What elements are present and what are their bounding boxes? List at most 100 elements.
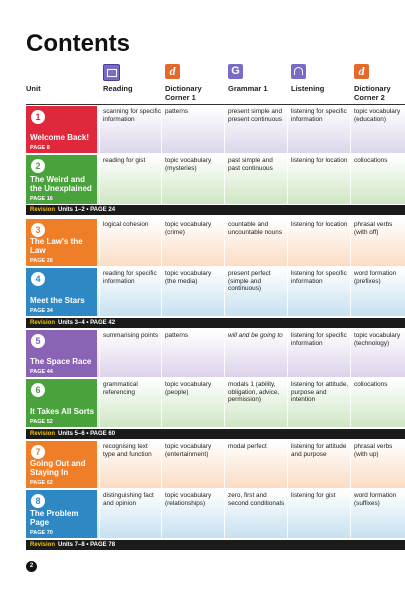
column-divider (287, 330, 288, 377)
cell-dict1: topic vocabulary (the media) (165, 270, 212, 285)
column-divider (161, 219, 162, 266)
column-divider (350, 441, 351, 488)
column-divider (161, 106, 162, 153)
cell-dict2: phrasal verbs (with up) (354, 443, 393, 458)
header-dictionary-corner-2: Dictionary Corner 2 (354, 84, 391, 102)
dictionary-d-icon: d (165, 64, 180, 79)
revision-text: Units 1–2 • PAGE 24 (58, 207, 116, 213)
header-reading: Reading (103, 84, 133, 93)
header-dictionary-corner-1: Dictionary Corner 1 (165, 84, 202, 102)
unit-title: The Problem Page (30, 509, 79, 527)
cell-listening: listening for specific information (291, 270, 347, 285)
cell-listening: listening for attitude and purpose (291, 443, 347, 458)
revision-text: Units 5–6 • PAGE 60 (58, 431, 116, 437)
unit-row: 2 The Weird and the Unexplained PAGE 16 rea… (26, 155, 405, 204)
cell-dict1: topic vocabulary (crime) (165, 221, 212, 236)
unit-page: PAGE 52 (30, 419, 53, 425)
cell-dict1: topic vocabulary (relationships) (165, 492, 212, 507)
cell-grammar: zero, first and second conditionals (228, 492, 285, 507)
unit-number: 2 (31, 159, 45, 173)
cell-grammar: will and be going to (228, 332, 283, 339)
column-divider (224, 219, 225, 266)
column-divider (350, 490, 351, 538)
revision-text: Units 7–8 • PAGE 78 (58, 542, 116, 548)
cell-dict2: collocations (354, 157, 388, 164)
column-divider (224, 155, 225, 204)
unit-number: 6 (31, 383, 45, 397)
column-divider (161, 490, 162, 538)
revision-label: Revision (30, 542, 56, 548)
cell-dict2: phrasal verbs (with off) (354, 221, 393, 236)
cell-dict2: word formation (suffixes) (354, 492, 397, 507)
cell-reading: recognising text type and function (103, 443, 152, 458)
unit-title-block[interactable]: 5 The Space Race PAGE 44 (26, 330, 97, 377)
unit-page: PAGE 62 (30, 480, 53, 486)
header-unit: Unit (26, 84, 41, 93)
cell-grammar: past simple and past continuous (228, 157, 273, 172)
unit-title: The Weird and the Unexplained (30, 175, 92, 193)
header-divider (26, 104, 405, 105)
cell-reading: distinguishing fact and opinion (103, 492, 154, 507)
column-divider (161, 379, 162, 427)
revision-label: Revision (30, 320, 56, 326)
unit-title-block[interactable]: 6 It Takes All Sorts PAGE 52 (26, 379, 97, 427)
cell-listening: listening for gist (291, 492, 336, 499)
unit-title-block[interactable]: 2 The Weird and the Unexplained PAGE 16 (26, 155, 97, 204)
unit-page: PAGE 8 (30, 145, 50, 151)
unit-number: 5 (31, 334, 45, 348)
unit-title: Going Out and Staying In (30, 459, 86, 477)
unit-title: It Takes All Sorts (30, 407, 95, 416)
unit-title-block[interactable]: 7 Going Out and Staying In PAGE 62 (26, 441, 97, 488)
revision-bar[interactable]: Revision Units 7–8 • PAGE 78 (26, 540, 405, 550)
unit-title-block[interactable]: 3 The Law's the Law PAGE 26 (26, 219, 97, 266)
revision-bar[interactable]: Revision Units 3–4 • PAGE 42 (26, 318, 405, 328)
column-divider (287, 106, 288, 153)
revision-bar[interactable]: Revision Units 5–6 • PAGE 60 (26, 429, 405, 439)
cell-grammar: countable and uncountable nouns (228, 221, 283, 236)
unit-title: The Space Race (30, 357, 92, 366)
unit-title: Meet the Stars (30, 296, 85, 305)
column-divider (161, 441, 162, 488)
column-divider (350, 379, 351, 427)
cell-listening: listening for specific information (291, 108, 347, 123)
cell-dict2: topic vocabulary (education) (354, 108, 401, 123)
revision-label: Revision (30, 207, 56, 213)
column-divider (287, 441, 288, 488)
unit-page: PAGE 26 (30, 258, 53, 264)
page-number: 2 (26, 561, 37, 572)
cell-reading: summarising points (103, 332, 159, 339)
unit-number: 8 (31, 494, 45, 508)
column-divider (99, 106, 100, 153)
unit-row: 3 The Law's the Law PAGE 26 logical cohesio… (26, 219, 405, 266)
unit-title: Welcome Back! (30, 133, 89, 142)
column-divider (224, 106, 225, 153)
unit-row: 1 Welcome Back! PAGE 8 scanning for specifi… (26, 106, 405, 153)
revision-bar[interactable]: Revision Units 1–2 • PAGE 24 (26, 205, 405, 215)
unit-title-block[interactable]: 4 Meet the Stars PAGE 34 (26, 268, 97, 316)
cell-listening: listening for location (291, 221, 348, 228)
unit-number: 1 (31, 110, 45, 124)
column-divider (161, 330, 162, 377)
column-divider (350, 106, 351, 153)
unit-page: PAGE 16 (30, 196, 53, 202)
column-divider (99, 379, 100, 427)
cell-listening: listening for specific information (291, 332, 347, 347)
page-title: Contents (26, 30, 130, 57)
cell-grammar: modals 1 (ability, obligation, advice, p… (228, 381, 280, 404)
unit-row: 6 It Takes All Sorts PAGE 52 grammatical re… (26, 379, 405, 427)
header-listening: Listening (291, 84, 325, 93)
column-divider (99, 330, 100, 377)
column-divider (224, 441, 225, 488)
unit-number: 7 (31, 445, 45, 459)
unit-title-block[interactable]: 1 Welcome Back! PAGE 8 (26, 106, 97, 153)
column-divider (99, 441, 100, 488)
column-divider (350, 219, 351, 266)
unit-title-block[interactable]: 8 The Problem Page PAGE 70 (26, 490, 97, 538)
cell-grammar: present simple and present continuous (228, 108, 283, 123)
revision-text: Units 3–4 • PAGE 42 (58, 320, 116, 326)
cell-dict2: word formation (prefixes) (354, 270, 397, 285)
book-icon (103, 64, 120, 81)
revision-label: Revision (30, 431, 56, 437)
cell-reading: reading for gist (103, 157, 146, 164)
headphones-icon (291, 64, 306, 79)
